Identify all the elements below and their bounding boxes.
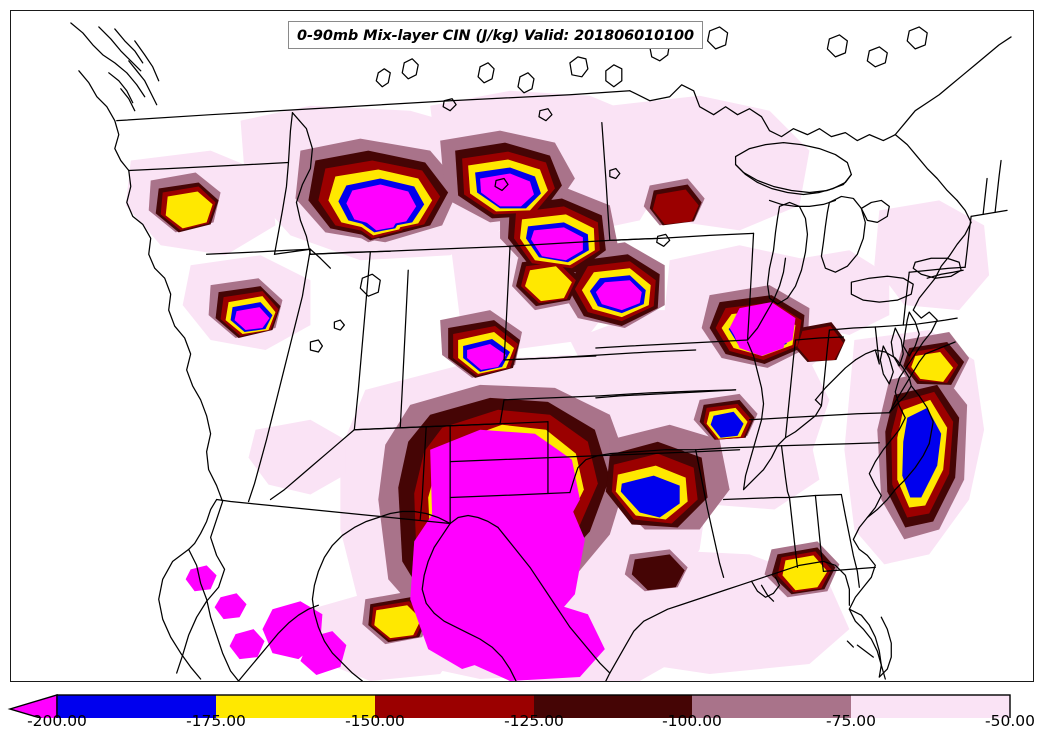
map-title-box: 0-90mb Mix-layer CIN (J/kg) Valid: 20180… xyxy=(288,21,704,49)
colorbar-tick-label: -50.00 xyxy=(985,712,1035,730)
page-title: 0-90mb Mix-layer CIN (J/kg) Valid: 20180… xyxy=(297,28,695,44)
colorbar-swatches xyxy=(7,694,1011,718)
colorbar: -200.00 -175.00 -150.00 -125.00 -100.00 … xyxy=(0,688,1044,745)
colorbar-band-dark-red xyxy=(375,695,534,718)
colorbar-tick-label: -150.00 xyxy=(345,712,405,730)
colorbar-band-pale-pink xyxy=(851,695,1010,718)
geography-layer xyxy=(70,22,1012,681)
colorbar-tick-label: -175.00 xyxy=(186,712,246,730)
map-panel xyxy=(10,10,1034,682)
colorbar-outline xyxy=(56,694,1011,718)
colorbar-tick-label: -200.00 xyxy=(27,712,87,730)
colorbar-band-mauve xyxy=(692,695,851,718)
colorbar-band-maroon xyxy=(534,695,692,718)
colorbar-tick-label: -125.00 xyxy=(504,712,564,730)
colorbar-tick-label: -75.00 xyxy=(826,712,876,730)
colorbar-band-blue xyxy=(57,695,216,718)
map-canvas xyxy=(11,11,1033,681)
colorbar-band-yellow xyxy=(216,695,375,718)
colorbar-tick-label: -100.00 xyxy=(662,712,722,730)
